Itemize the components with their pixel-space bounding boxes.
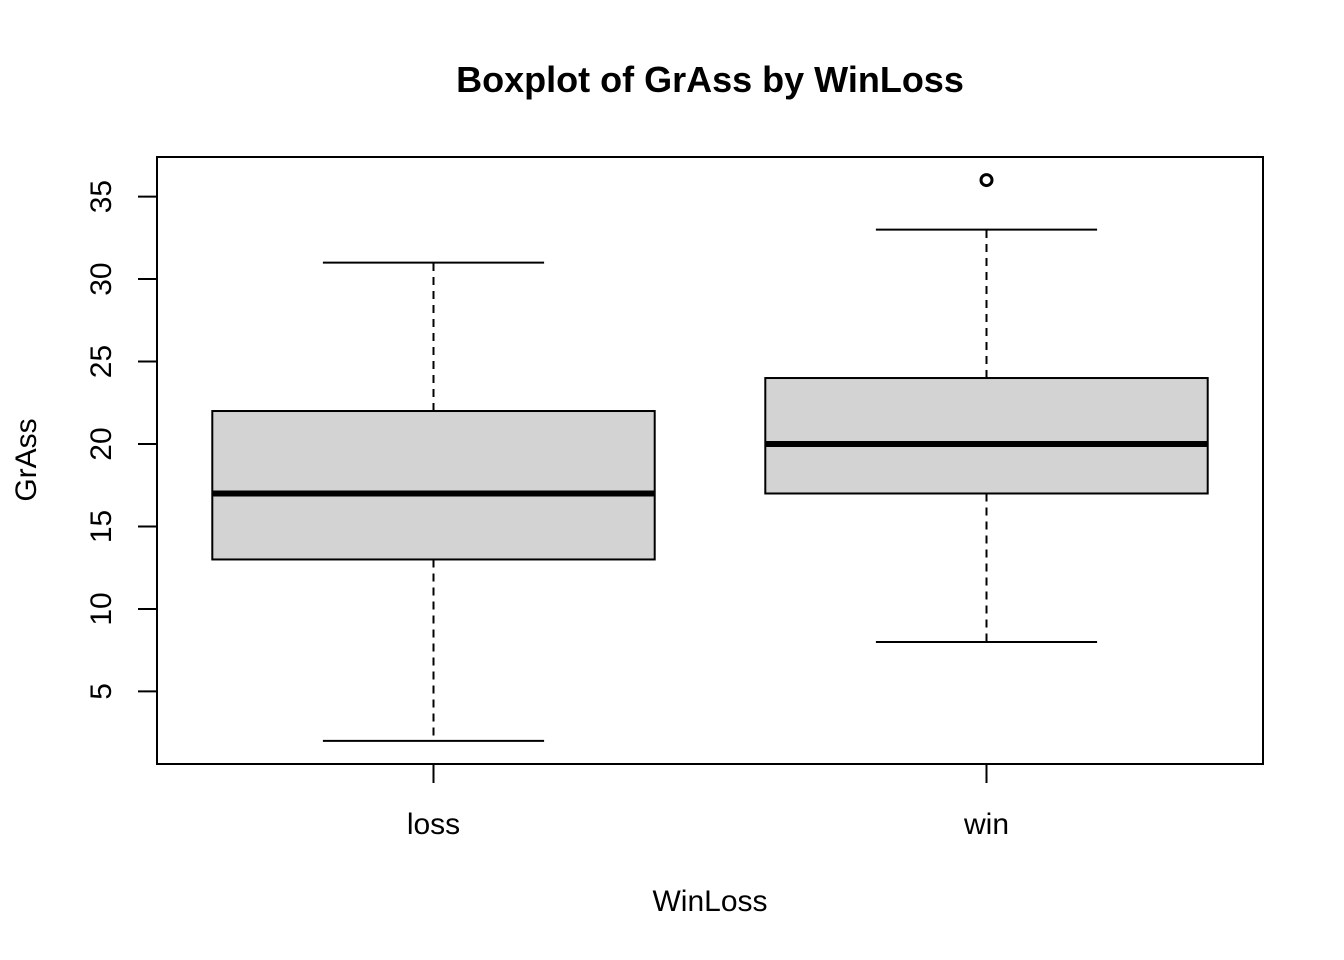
x-tick-label: loss: [407, 808, 460, 841]
box-loss: [211, 410, 656, 561]
chart-title: Boxplot of GrAss by WinLoss: [456, 59, 964, 100]
x-axis-label: WinLoss: [652, 885, 767, 918]
x-tick-label: win: [963, 808, 1009, 841]
box-group-loss: [211, 261, 656, 742]
y-tick-label: 30: [85, 262, 118, 295]
box-win: [764, 377, 1209, 495]
y-tick-label: 10: [85, 592, 118, 625]
y-tick-label: 15: [85, 510, 118, 543]
outlier-point: [979, 173, 994, 188]
y-axis-label: GrAss: [10, 418, 43, 501]
box-group-win: [764, 173, 1209, 643]
y-tick-label: 20: [85, 427, 118, 460]
y-tick-label: 25: [85, 345, 118, 378]
y-tick-label: 5: [85, 683, 118, 700]
plot-area: [211, 173, 1209, 742]
y-tick-label: 35: [85, 180, 118, 213]
